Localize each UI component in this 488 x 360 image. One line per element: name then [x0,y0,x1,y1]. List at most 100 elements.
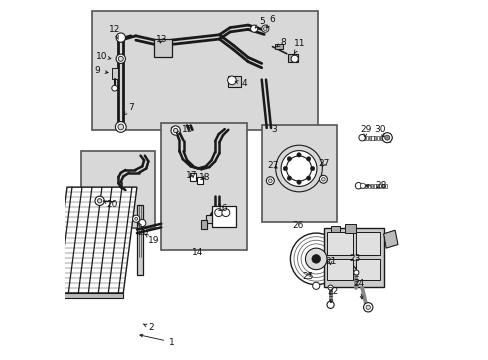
Text: 11: 11 [294,39,305,54]
Circle shape [135,217,137,220]
Circle shape [326,301,333,309]
Text: 6: 6 [266,15,275,28]
Bar [362,184,364,188]
Bar [92,12,317,130]
Circle shape [384,135,389,140]
Bar [211,206,235,226]
Text: 8: 8 [276,38,285,47]
Text: 28: 28 [365,181,386,190]
Bar [379,184,381,188]
Bar [367,184,369,188]
Circle shape [382,133,391,143]
Circle shape [227,76,236,85]
Circle shape [305,248,326,270]
Text: 23: 23 [348,254,360,269]
Circle shape [97,199,102,203]
Text: 19: 19 [145,234,160,246]
Circle shape [171,126,180,135]
Bar [359,184,361,188]
Circle shape [261,25,268,32]
Bar [364,184,366,188]
Circle shape [112,85,117,91]
Circle shape [353,270,358,275]
Circle shape [312,282,319,289]
Circle shape [286,176,291,180]
Circle shape [355,183,361,189]
Circle shape [319,175,326,183]
Circle shape [132,215,140,222]
Text: 27: 27 [318,159,329,168]
Circle shape [366,305,369,310]
Bar [384,184,386,188]
Bar [376,135,379,140]
Circle shape [358,134,365,141]
Bar [287,54,298,62]
Text: 18: 18 [199,173,210,182]
Text: 21: 21 [324,257,336,266]
Circle shape [275,145,322,192]
Bar [112,68,117,79]
Circle shape [222,209,229,217]
Circle shape [263,27,266,31]
Bar [379,135,382,140]
Circle shape [296,153,301,157]
Text: 16: 16 [217,204,228,213]
Circle shape [301,244,330,274]
Bar [370,184,372,188]
Circle shape [290,55,298,62]
Text: 17: 17 [185,171,197,180]
Bar [228,76,241,87]
Bar [371,135,373,140]
Bar [190,173,196,181]
Bar [368,135,370,140]
Bar [161,123,247,250]
Circle shape [306,176,310,180]
Text: 14: 14 [192,248,203,257]
Circle shape [310,166,314,171]
Bar [344,224,355,233]
Circle shape [363,303,372,312]
Circle shape [266,177,274,185]
Circle shape [296,180,301,184]
Circle shape [118,56,123,61]
Bar [382,184,384,188]
Circle shape [281,150,316,186]
Text: 7: 7 [123,103,134,115]
Text: 2: 2 [143,323,154,332]
Text: 13: 13 [155,35,167,44]
Circle shape [173,129,178,133]
Bar [201,220,207,229]
Bar [274,44,282,49]
Text: 26: 26 [291,221,303,230]
Text: 24: 24 [353,279,364,299]
Circle shape [290,233,341,285]
Bar [362,135,364,140]
Polygon shape [383,230,397,248]
Text: 20: 20 [103,200,117,209]
Circle shape [95,196,104,206]
Polygon shape [31,187,53,293]
Bar [355,232,379,255]
Circle shape [115,122,126,132]
Text: 25: 25 [302,271,313,280]
Bar [81,151,155,228]
Text: 9: 9 [94,67,108,76]
Bar [326,259,352,280]
Bar [324,228,384,287]
Circle shape [116,54,125,63]
Bar [373,184,375,188]
Circle shape [306,157,310,161]
Text: 1: 1 [140,334,175,347]
Text: 30: 30 [373,125,385,137]
Circle shape [360,183,365,188]
Text: 27: 27 [267,161,278,170]
Circle shape [139,220,145,226]
Text: 5: 5 [255,17,264,28]
Text: 22: 22 [327,287,338,303]
Text: 4: 4 [235,80,247,89]
Bar [261,126,336,222]
Circle shape [51,297,59,304]
Bar [154,40,172,57]
Polygon shape [53,293,123,298]
Text: 3: 3 [271,125,277,134]
